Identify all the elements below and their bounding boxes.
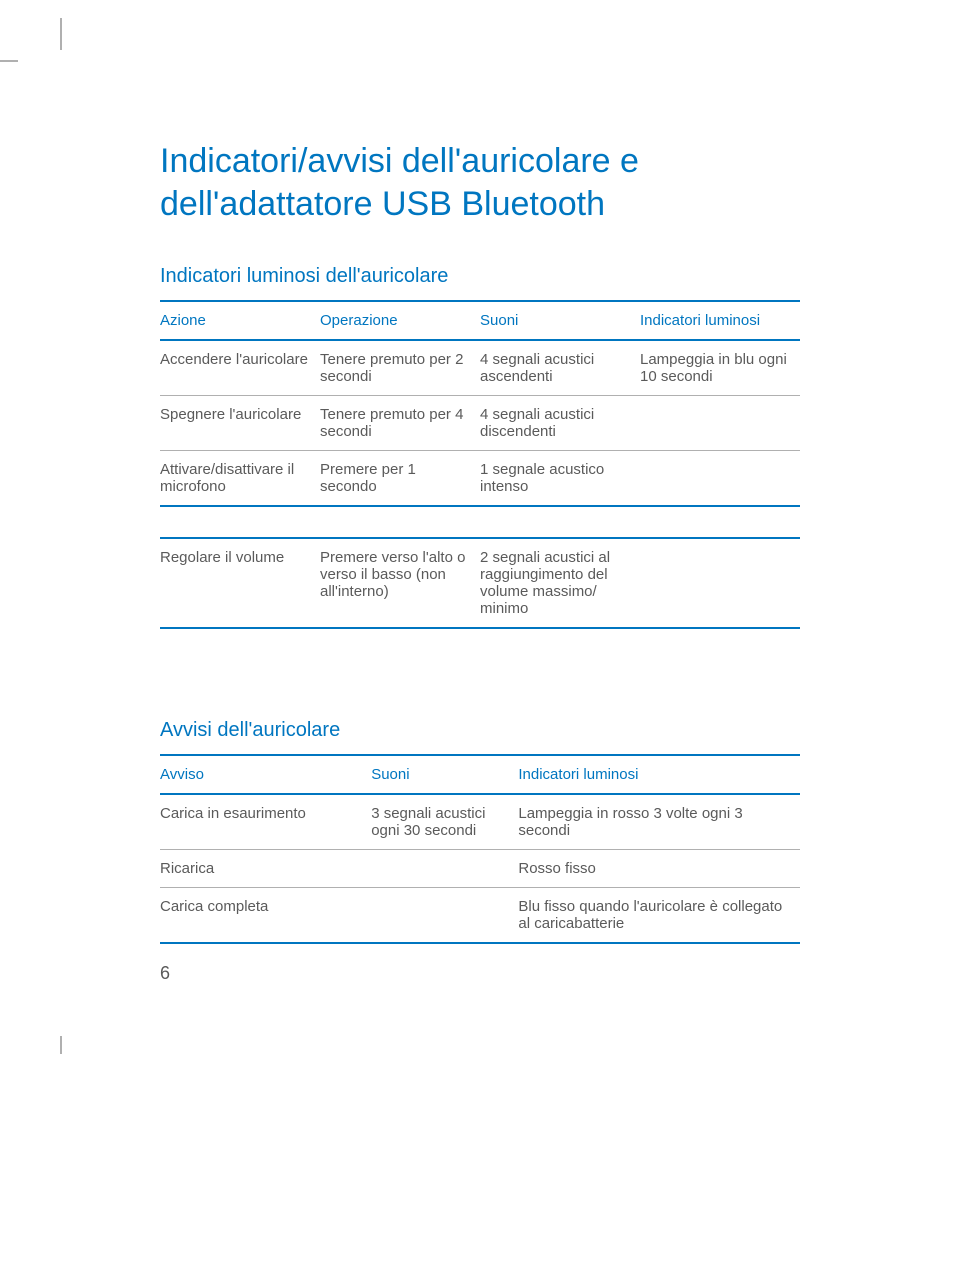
cell: [371, 888, 518, 944]
col-indicatori: Indicatori luminosi: [518, 755, 800, 794]
crop-mark-side: [0, 60, 18, 62]
col-operazione: Operazione: [320, 301, 480, 340]
table-row: Ricarica Rosso fisso: [160, 850, 800, 888]
col-indicatori: Indicatori luminosi: [640, 301, 800, 340]
section1-heading: Indicatori luminosi dell'auricolare: [160, 265, 800, 288]
col-suoni: Suoni: [480, 301, 640, 340]
crop-mark-top: [60, 18, 62, 50]
table-row: Spegnere l'auricolare Tenere premuto per…: [160, 396, 800, 451]
cell: [640, 538, 800, 628]
cell: Premere per 1 secondo: [320, 451, 480, 507]
cell: [371, 850, 518, 888]
col-avviso: Avviso: [160, 755, 371, 794]
cell: [640, 451, 800, 507]
cell: Tenere premuto per 4 secondi: [320, 396, 480, 451]
cell: Ricarica: [160, 850, 371, 888]
cell: Tenere premuto per 2 secondi: [320, 340, 480, 396]
cell: 1 segnale acustico intenso: [480, 451, 640, 507]
cell: Lampeggia in rosso 3 volte ogni 3 second…: [518, 794, 800, 850]
cell: Carica completa: [160, 888, 371, 944]
col-suoni: Suoni: [371, 755, 518, 794]
table-row: Carica in esaurimento 3 segnali acustici…: [160, 794, 800, 850]
cell: Blu fisso quando l'auricolare è collegat…: [518, 888, 800, 944]
cell: Regolare il volume: [160, 538, 320, 628]
section2-heading: Avvisi dell'auricolare: [160, 719, 800, 742]
cell: Carica in esaurimento: [160, 794, 371, 850]
cell: [640, 396, 800, 451]
cell: Spegnere l'auricolare: [160, 396, 320, 451]
cell: Lampeggia in blu ogni 10 secondi: [640, 340, 800, 396]
table-row: Attivare/disattivare il microfono Premer…: [160, 451, 800, 507]
table-row: Accendere l'auricolare Tenere premuto pe…: [160, 340, 800, 396]
cell: Rosso fisso: [518, 850, 800, 888]
cell: 4 segnali acustici discendenti: [480, 396, 640, 451]
cell: Premere verso l'alto o verso il basso (n…: [320, 538, 480, 628]
cell: Accendere l'auricolare: [160, 340, 320, 396]
table-row: Carica completa Blu fisso quando l'auric…: [160, 888, 800, 944]
page-number: 6: [160, 963, 170, 984]
col-azione: Azione: [160, 301, 320, 340]
table-row: Regolare il volume Premere verso l'alto …: [160, 538, 800, 628]
crop-mark-bottom: [60, 1036, 62, 1054]
headset-indicators-table-2: Regolare il volume Premere verso l'alto …: [160, 537, 800, 629]
cell: 4 segnali acustici ascendenti: [480, 340, 640, 396]
cell: 3 segnali acustici ogni 30 secondi: [371, 794, 518, 850]
headset-indicators-table: Azione Operazione Suoni Indicatori lumin…: [160, 300, 800, 507]
headset-alerts-table: Avviso Suoni Indicatori luminosi Carica …: [160, 754, 800, 944]
table-header-row: Avviso Suoni Indicatori luminosi: [160, 755, 800, 794]
table-header-row: Azione Operazione Suoni Indicatori lumin…: [160, 301, 800, 340]
cell: 2 segnali acustici al raggiungimento del…: [480, 538, 640, 628]
page-title: Indicatori/avvisi dell'auricolare e dell…: [160, 140, 800, 225]
cell: Attivare/disattivare il microfono: [160, 451, 320, 507]
